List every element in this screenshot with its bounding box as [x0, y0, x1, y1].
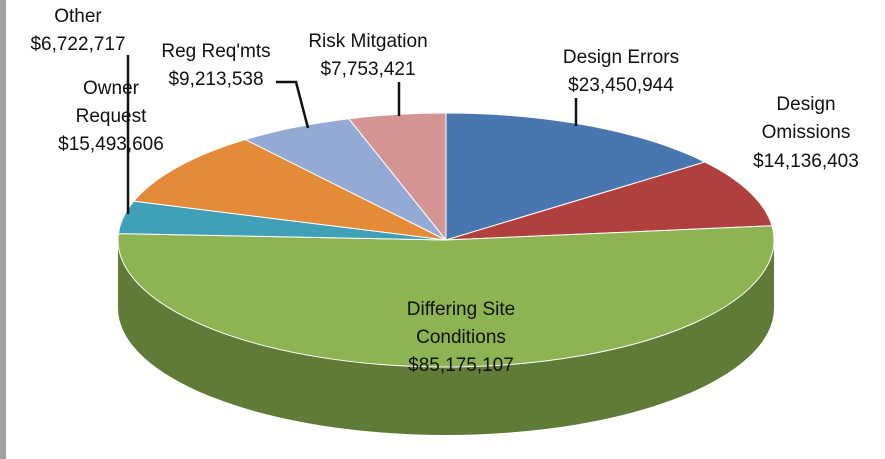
- slice-label: Reg Req'mts: [161, 41, 271, 62]
- value-label: $15,493,606: [58, 134, 164, 155]
- slice-label: Other: [54, 6, 102, 27]
- slice: [347, 112, 447, 242]
- slice-label: Owner Request: [75, 78, 147, 127]
- slice-label: Differing Site Conditions: [406, 299, 516, 348]
- slice-side: [118, 240, 774, 435]
- leader-line: [276, 80, 310, 129]
- slice-label: Risk Mitgation: [308, 31, 428, 52]
- pie-chart: [117, 55, 775, 435]
- value-label: $9,213,538: [168, 69, 264, 90]
- value-label: $14,136,403: [753, 151, 859, 172]
- slice: [445, 112, 707, 241]
- slice: [132, 139, 447, 241]
- value-label: $85,175,107: [408, 355, 514, 376]
- slice: [117, 225, 775, 368]
- value-label: $6,722,717: [30, 34, 126, 55]
- slice-label: Design Errors: [562, 47, 680, 68]
- value-label: $7,753,421: [320, 59, 416, 80]
- slice-label: Design Omissions: [761, 94, 851, 143]
- slice: [445, 161, 773, 241]
- value-label: $23,450,944: [568, 75, 674, 96]
